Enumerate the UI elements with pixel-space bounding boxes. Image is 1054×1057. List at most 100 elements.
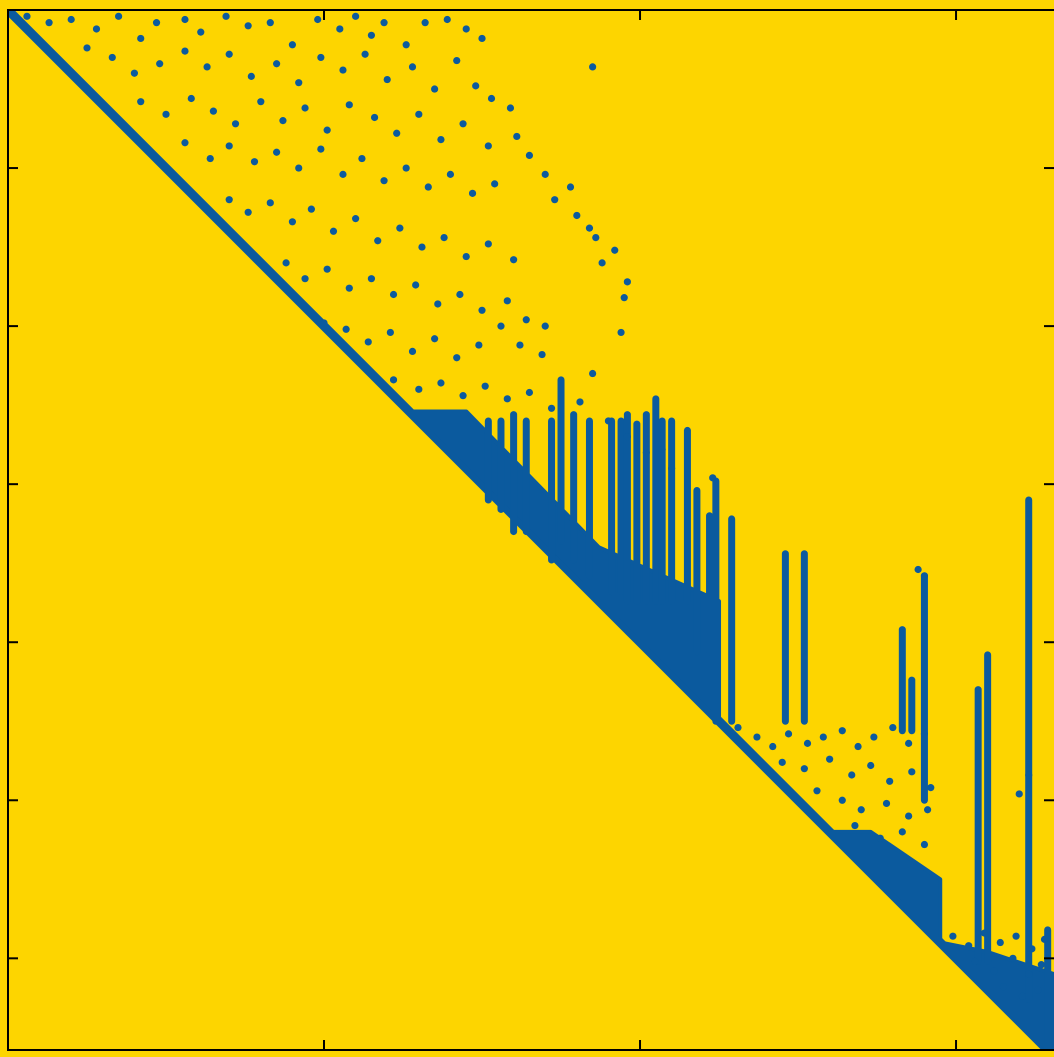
nonzero-point — [222, 12, 230, 20]
nonzero-point — [478, 306, 486, 314]
nonzero-point — [1018, 992, 1026, 1000]
nonzero-point — [462, 25, 470, 33]
nonzero-point — [905, 812, 913, 820]
nonzero-point — [92, 25, 101, 33]
nonzero-point — [905, 739, 913, 747]
nonzero-point — [197, 28, 205, 36]
nonzero-point — [487, 94, 496, 103]
nonzero-point — [604, 417, 613, 425]
nonzero-point — [813, 787, 821, 795]
nonzero-point — [886, 777, 894, 785]
nonzero-point — [361, 50, 369, 58]
nonzero-point — [920, 840, 929, 849]
nonzero-point — [908, 768, 916, 776]
nonzero-point — [307, 205, 315, 213]
nonzero-point — [778, 758, 786, 766]
nonzero-point — [288, 218, 297, 226]
nonzero-point — [367, 31, 376, 39]
nonzero-point — [851, 821, 859, 830]
nonzero-point — [456, 290, 464, 299]
nonzero-point — [1025, 771, 1033, 779]
nonzero-point — [383, 75, 391, 84]
nonzero-point — [317, 53, 325, 62]
nonzero-point — [273, 60, 281, 68]
nonzero-point — [854, 742, 862, 751]
nonzero-point — [623, 278, 631, 286]
nonzero-point — [295, 164, 303, 172]
nonzero-point — [440, 233, 448, 242]
nonzero-point — [876, 834, 884, 842]
nonzero-point — [244, 22, 252, 30]
nonzero-point — [367, 369, 376, 378]
nonzero-point — [250, 158, 259, 166]
nonzero-point — [573, 211, 581, 220]
nonzero-point — [547, 404, 556, 412]
nonzero-point — [247, 72, 255, 80]
nonzero-point — [402, 164, 410, 172]
nonzero-point — [481, 382, 489, 390]
dense-block — [827, 829, 943, 945]
nonzero-point — [920, 730, 929, 738]
nonzero-point — [589, 63, 597, 71]
nonzero-point — [358, 154, 366, 163]
nonzero-point — [1037, 961, 1045, 969]
nonzero-point — [389, 290, 398, 299]
nonzero-point — [23, 12, 31, 20]
nonzero-point — [408, 347, 417, 355]
nonzero-point — [1015, 790, 1023, 798]
nonzero-point — [867, 761, 875, 770]
nonzero-point — [314, 15, 322, 24]
nonzero-point — [206, 154, 214, 163]
plot-area — [8, 10, 1054, 1050]
nonzero-point — [209, 107, 218, 115]
nonzero-point — [339, 170, 347, 178]
nonzero-point — [317, 145, 325, 153]
nonzero-point — [971, 957, 979, 966]
nonzero-point — [370, 113, 379, 122]
nonzero-point — [443, 15, 451, 24]
nonzero-point — [434, 300, 442, 308]
nonzero-point — [620, 294, 628, 302]
nonzero-point — [424, 183, 432, 191]
nonzero-point — [658, 445, 666, 453]
nonzero-point — [949, 932, 957, 940]
nonzero-point — [709, 474, 717, 482]
nonzero-point — [415, 110, 423, 118]
nonzero-point — [225, 50, 233, 58]
nonzero-point — [1009, 954, 1017, 962]
nonzero-point — [345, 284, 353, 292]
nonzero-point — [181, 47, 189, 55]
nonzero-point — [538, 350, 546, 359]
nonzero-point — [923, 806, 932, 814]
nonzero-point — [301, 275, 309, 283]
nonzero-point — [522, 316, 530, 324]
nonzero-point — [784, 730, 793, 738]
nonzero-point — [920, 572, 929, 580]
nonzero-point — [408, 63, 417, 71]
nonzero-point — [181, 15, 189, 24]
nonzero-point — [541, 322, 549, 330]
nonzero-point — [374, 237, 382, 245]
nonzero-point — [266, 199, 274, 207]
nonzero-point — [753, 733, 761, 741]
nonzero-point — [282, 259, 290, 267]
nonzero-point — [525, 151, 534, 160]
nonzero-point — [475, 341, 483, 349]
nonzero-point — [187, 94, 195, 103]
nonzero-point — [484, 142, 492, 150]
nonzero-point — [996, 938, 1004, 947]
nonzero-point — [592, 233, 600, 242]
nonzero-point — [352, 215, 360, 223]
nonzero-point — [668, 464, 676, 472]
nonzero-point — [889, 723, 897, 732]
nonzero-point — [130, 69, 139, 77]
nonzero-point — [137, 98, 145, 106]
nonzero-point — [412, 281, 420, 289]
nonzero-point — [589, 369, 597, 378]
nonzero-point — [510, 256, 518, 264]
nonzero-point — [478, 34, 486, 43]
nonzero-point — [386, 328, 394, 337]
nonzero-point — [279, 117, 287, 125]
nonzero-point — [446, 170, 455, 178]
